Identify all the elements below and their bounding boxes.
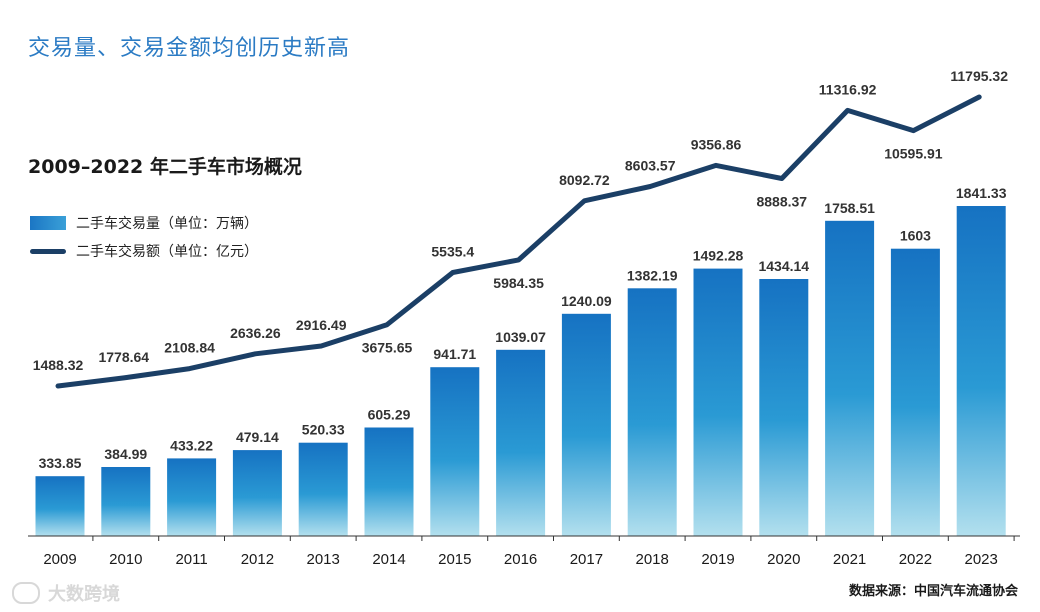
- line-label-2020: 8888.37: [756, 194, 807, 210]
- bar-label-2017: 1240.09: [561, 293, 612, 309]
- line-label-2019: 9356.86: [691, 136, 742, 152]
- bar-label-2009: 333.85: [39, 455, 82, 471]
- x-tick-2015: 2015: [438, 551, 471, 568]
- x-tick-2021: 2021: [833, 551, 866, 568]
- bar-2015: [430, 367, 480, 536]
- watermark-text: 大数跨境: [48, 584, 120, 605]
- headline: 交易量、交易金额均创历史新高: [28, 36, 351, 61]
- bar-label-2021: 1758.51: [824, 200, 875, 216]
- data-source: 数据来源：中国汽车流通协会: [848, 584, 1018, 599]
- bar-2014: [364, 427, 414, 536]
- legend-line-swatch: [30, 248, 66, 254]
- x-tick-2019: 2019: [701, 551, 734, 568]
- x-tick-2012: 2012: [241, 551, 274, 568]
- line-label-2010: 1778.64: [98, 349, 149, 365]
- x-tick-2017: 2017: [570, 551, 603, 568]
- line-label-2015: 5535.4: [431, 244, 474, 260]
- legend-label-volume: 二手车交易量（单位：万辆）: [76, 216, 258, 232]
- x-tick-2022: 2022: [899, 551, 932, 568]
- x-tick-2023: 2023: [965, 551, 998, 568]
- bar-2016: [496, 349, 546, 536]
- legend-item-amount: 二手车交易额（单位：亿元）: [30, 240, 258, 262]
- line-label-2014: 3675.65: [362, 340, 413, 356]
- bar-2012: [232, 450, 282, 536]
- bar-2011: [167, 458, 217, 536]
- legend-bar-swatch: [30, 216, 66, 230]
- bar-2020: [759, 279, 809, 536]
- line-label-2016: 5984.35: [493, 275, 544, 291]
- bar-label-2015: 941.71: [433, 346, 476, 362]
- bar-label-2016: 1039.07: [495, 329, 546, 345]
- bar-label-2020: 1434.14: [758, 258, 809, 274]
- bar-label-2013: 520.33: [302, 422, 345, 438]
- bar-2017: [561, 313, 611, 536]
- line-label-2012: 2636.26: [230, 325, 281, 341]
- bar-label-2011: 433.22: [170, 437, 213, 453]
- x-tick-2018: 2018: [636, 551, 669, 568]
- line-label-2021: 11316.92: [819, 81, 877, 97]
- line-label-2023: 11795.32: [950, 68, 1008, 84]
- bar-label-2014: 605.29: [368, 407, 411, 423]
- line-label-2017: 8092.72: [559, 172, 610, 188]
- line-label-2022: 10595.91: [884, 146, 943, 162]
- bar-label-2023: 1841.33: [956, 185, 1007, 201]
- bar-2009: [35, 476, 85, 536]
- bar-label-2010: 384.99: [104, 446, 147, 462]
- bar-2010: [101, 467, 151, 536]
- bar-label-2019: 1492.28: [693, 248, 744, 264]
- bar-2022: [890, 248, 940, 536]
- line-label-2018: 8603.57: [625, 158, 676, 174]
- line-label-2009: 1488.32: [33, 357, 84, 373]
- bar-2013: [298, 442, 348, 536]
- x-tick-2020: 2020: [767, 551, 800, 568]
- x-tick-2009: 2009: [43, 551, 76, 568]
- bar-2018: [627, 288, 677, 536]
- bar-label-2018: 1382.19: [627, 267, 678, 283]
- x-tick-2016: 2016: [504, 551, 537, 568]
- bar-label-2022: 1603: [900, 228, 931, 244]
- watermark: 大数跨境: [12, 580, 120, 606]
- bar-label-2012: 479.14: [236, 429, 279, 445]
- bar-2019: [693, 268, 743, 536]
- x-tick-2014: 2014: [372, 551, 405, 568]
- x-tick-2013: 2013: [307, 551, 340, 568]
- x-tick-2010: 2010: [109, 551, 142, 568]
- line-label-2013: 2916.49: [296, 317, 347, 333]
- legend-label-amount: 二手车交易额（单位：亿元）: [76, 244, 258, 260]
- chart-title: 2009–2022 年二手车市场概况: [28, 156, 302, 178]
- bar-2023: [956, 206, 1006, 536]
- bar-2021: [825, 220, 875, 537]
- x-tick-2011: 2011: [175, 551, 207, 568]
- legend-item-volume: 二手车交易量（单位：万辆）: [30, 212, 258, 234]
- watermark-logo-icon: [12, 582, 40, 604]
- line-label-2011: 2108.84: [164, 340, 215, 356]
